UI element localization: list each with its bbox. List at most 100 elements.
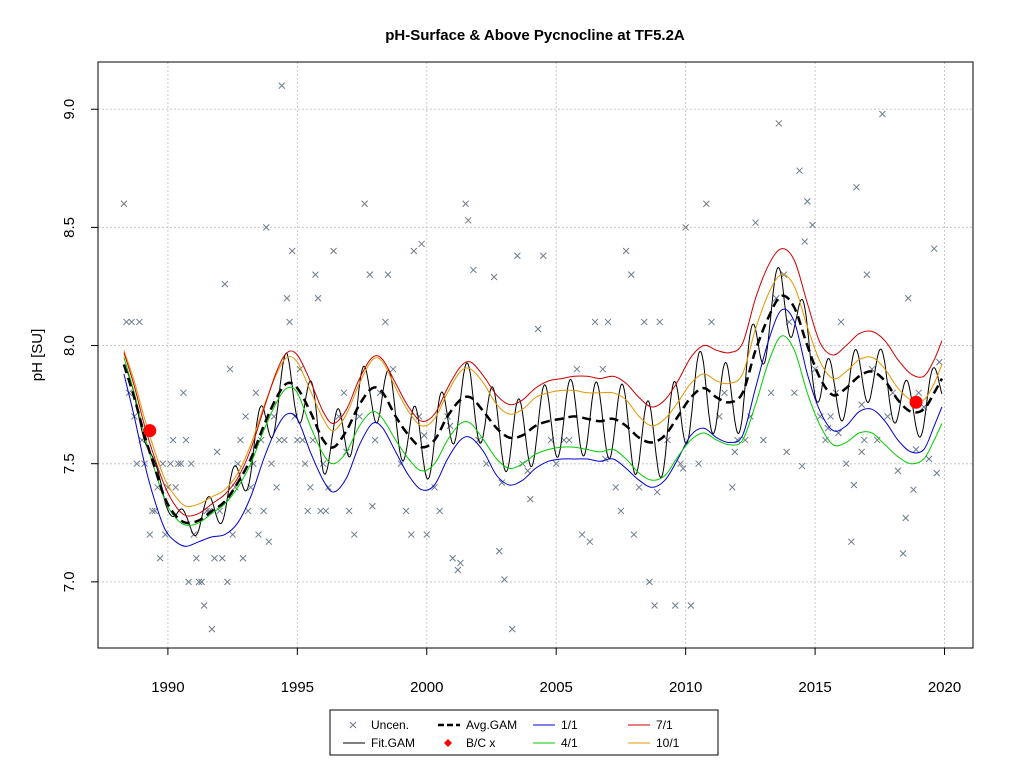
observation-point (293, 436, 301, 444)
observation-point (904, 294, 912, 302)
observation-point (899, 550, 907, 557)
observation-point (418, 240, 425, 248)
observation-point (218, 554, 226, 562)
observation-point (853, 183, 860, 191)
observation-point (200, 602, 208, 609)
x-tick-label: 2020 (928, 679, 961, 696)
legend: Uncen. Fit.GAM Avg.GAM B/C x 1/1 4/1 7/1 10/1 (329, 709, 719, 756)
observation-marker (288, 247, 296, 255)
observation-point (796, 167, 803, 175)
x-tick-label: 2015 (798, 679, 831, 696)
observation-marker (664, 436, 671, 444)
observation-point (402, 507, 410, 515)
observation-marker (617, 507, 625, 515)
observation-marker (534, 325, 542, 333)
observation-point (759, 436, 767, 444)
observation-marker (193, 554, 200, 562)
observation-marker (221, 280, 229, 288)
observation-point (252, 389, 260, 397)
observation-marker (304, 507, 312, 515)
observation-point (635, 483, 643, 491)
observation-marker (853, 183, 860, 191)
observation-marker (842, 460, 850, 468)
observation-point (578, 531, 586, 538)
observation-point (534, 325, 542, 333)
fit-gam-line (123, 267, 943, 536)
legend-swatch-uncensored (349, 721, 357, 729)
observation-marker (431, 483, 438, 491)
observation-point (630, 531, 638, 538)
observation-marker (495, 547, 503, 555)
observation-marker (369, 502, 376, 510)
observation-marker (314, 294, 322, 302)
observation-marker (630, 531, 638, 538)
observation-point (449, 554, 457, 562)
observation-point (656, 318, 664, 326)
observation-point (174, 460, 182, 468)
legend-label-q4: 4/1 (561, 736, 578, 750)
band-7-1-line (123, 248, 943, 517)
observation-point (172, 483, 180, 491)
observation-point (798, 462, 806, 470)
y-tick-label: 7.0 (61, 571, 78, 592)
observation-marker (239, 554, 247, 562)
observation-marker (884, 413, 891, 420)
observation-marker (187, 460, 195, 468)
observation-marker (899, 550, 907, 557)
observation-point (185, 578, 192, 586)
y-axis-label: pH [SU] (29, 329, 46, 382)
observation-point (498, 479, 506, 486)
observation-marker (930, 245, 938, 253)
legend-swatch-bc (444, 739, 452, 747)
observation-point (177, 460, 185, 468)
observation-marker (847, 538, 855, 546)
observation-marker (524, 467, 532, 475)
observation-marker (218, 554, 226, 562)
observation-point (381, 318, 389, 326)
observation-marker (612, 483, 620, 491)
observation-marker (627, 271, 635, 279)
series-group (120, 82, 943, 633)
observation-point (935, 358, 943, 366)
observation-marker (879, 110, 886, 118)
y-tick-label: 9.0 (61, 99, 78, 120)
observation-point (237, 436, 244, 444)
observation-marker (407, 531, 415, 538)
observation-marker (454, 566, 462, 574)
observation-point (146, 531, 154, 538)
observation-marker (687, 602, 695, 609)
observation-point (195, 578, 203, 586)
observation-marker (498, 479, 506, 486)
observation-marker (273, 483, 280, 491)
observation-point (573, 365, 581, 373)
observation-marker (565, 436, 573, 444)
observation-point (622, 247, 630, 255)
observation-marker (293, 436, 301, 444)
observation-point (873, 436, 881, 444)
observation-marker (167, 460, 174, 468)
observation-point (490, 273, 498, 281)
observation-point (169, 436, 177, 444)
observation-marker (268, 460, 275, 468)
legend-label-q10: 10/1 (656, 736, 680, 750)
observation-marker (464, 216, 472, 224)
observation-marker (894, 467, 902, 475)
observation-point (565, 436, 573, 444)
bc-point (909, 395, 923, 409)
observation-marker (198, 578, 205, 586)
observation-marker (646, 578, 653, 586)
observation-point (879, 110, 886, 118)
observation-marker (182, 436, 190, 444)
observation-point (273, 483, 280, 491)
observation-marker (796, 167, 803, 175)
observation-point (260, 507, 268, 515)
observation-marker (640, 318, 648, 326)
observation-point (159, 460, 167, 468)
observation-marker (873, 436, 881, 444)
observation-point (599, 365, 607, 373)
observation-marker (809, 221, 816, 229)
observation-marker (703, 200, 710, 208)
observation-point (226, 365, 234, 373)
observation-marker (552, 460, 560, 468)
band-4-1-line (123, 335, 943, 526)
